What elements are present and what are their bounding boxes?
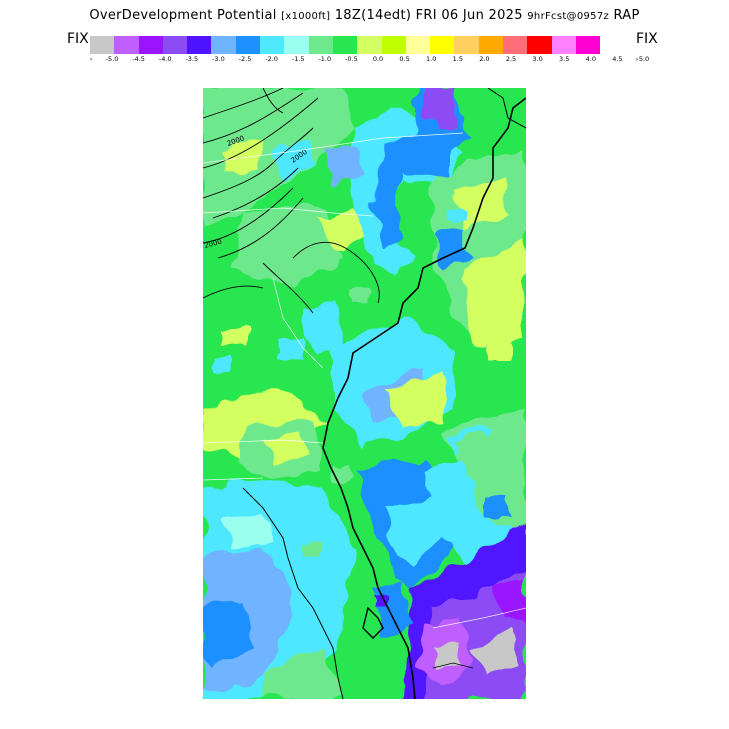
- forecast-info: 9hrFcst@0957z: [527, 11, 610, 22]
- model-name: RAP: [613, 8, 640, 23]
- state-borders: [203, 132, 526, 629]
- legend-tick-label: 3.0: [532, 55, 543, 63]
- valid-time: 18Z(14edt) FRI 06 Jun 2025: [334, 8, 523, 23]
- legend-swatch: [478, 36, 504, 54]
- legend-tick-label: 3.5: [559, 55, 570, 63]
- legend-tick-label: -1.5: [291, 55, 305, 63]
- legend-swatch: [114, 36, 139, 54]
- weather-map: 2000 2000 2000: [203, 88, 526, 699]
- legend-tick-label: -4.0: [158, 55, 172, 63]
- legend-swatch: [527, 36, 552, 54]
- legend-swatch: [187, 36, 212, 54]
- legend-tick-label: 1.5: [452, 55, 463, 63]
- legend-tick-label: -0.5: [345, 55, 358, 63]
- legend-swatch: [575, 36, 601, 54]
- legend-tick-label: 0.0: [372, 55, 384, 63]
- legend-tick-label: 1.0: [426, 55, 437, 63]
- legend-tick-label: 2.0: [479, 55, 490, 63]
- legend-ticks: ‹ › -5.0 -4.5 -4.0 -3.5 -3.0 -2.5 -2.0 -1.5 -1.0…: [80, 55, 650, 67]
- legend-tick-label: -4.5: [132, 55, 145, 63]
- legend-swatch: [430, 36, 455, 54]
- legend-tick-label: -2.5: [238, 55, 252, 63]
- legend-swatch: [405, 36, 431, 54]
- height-contours: [203, 88, 380, 314]
- legend-swatch: [90, 36, 115, 54]
- legend-swatch: [162, 36, 188, 54]
- legend-swatch: [211, 36, 236, 54]
- chart-title: OverDevelopment Potential [x1000ft] 18Z(…: [0, 8, 729, 23]
- legend-swatch: [551, 36, 576, 54]
- legend-swatch: [357, 36, 382, 54]
- legend-swatch: [308, 36, 333, 54]
- contour-patches: [213, 208, 513, 607]
- units-label: [x1000ft]: [281, 11, 331, 22]
- legend-arrow-left: ‹: [89, 55, 93, 63]
- coastline: [322, 97, 526, 699]
- legend-tick-label: 4.5: [612, 55, 623, 63]
- legend-swatch: [284, 36, 309, 54]
- lake-outline: [362, 606, 384, 639]
- fix-label-right: FIX: [636, 31, 658, 47]
- color-legend: [90, 36, 601, 54]
- legend-arrow-right: ›: [635, 55, 639, 63]
- coastline-north: [487, 88, 526, 129]
- legend-tick-label: -3.0: [212, 55, 225, 63]
- legend-tick-label: -5.0: [105, 55, 119, 63]
- legend-swatch: [235, 36, 261, 54]
- legend-tick-label: -3.5: [185, 55, 199, 63]
- legend-swatch: [332, 36, 358, 54]
- fix-label-left: FIX: [67, 31, 89, 47]
- legend-tick-label: -2.0: [265, 55, 278, 63]
- state-line-west: [242, 487, 344, 699]
- legend-swatch: [381, 36, 406, 54]
- legend-swatch: [138, 36, 163, 54]
- coastline-south: [432, 662, 474, 669]
- legend-swatch: [503, 36, 528, 54]
- legend-tick-label: 5.0: [638, 55, 650, 63]
- legend-tick-label: 2.5: [505, 55, 517, 63]
- filled-contours: [203, 88, 526, 699]
- legend-swatch: [454, 36, 479, 54]
- legend-tick-label: 4.0: [585, 55, 596, 63]
- legend-tick-label: -1.0: [318, 55, 332, 63]
- legend-swatch: [260, 36, 285, 54]
- product-name: OverDevelopment Potential: [89, 8, 277, 23]
- legend-tick-label: 0.5: [399, 55, 410, 63]
